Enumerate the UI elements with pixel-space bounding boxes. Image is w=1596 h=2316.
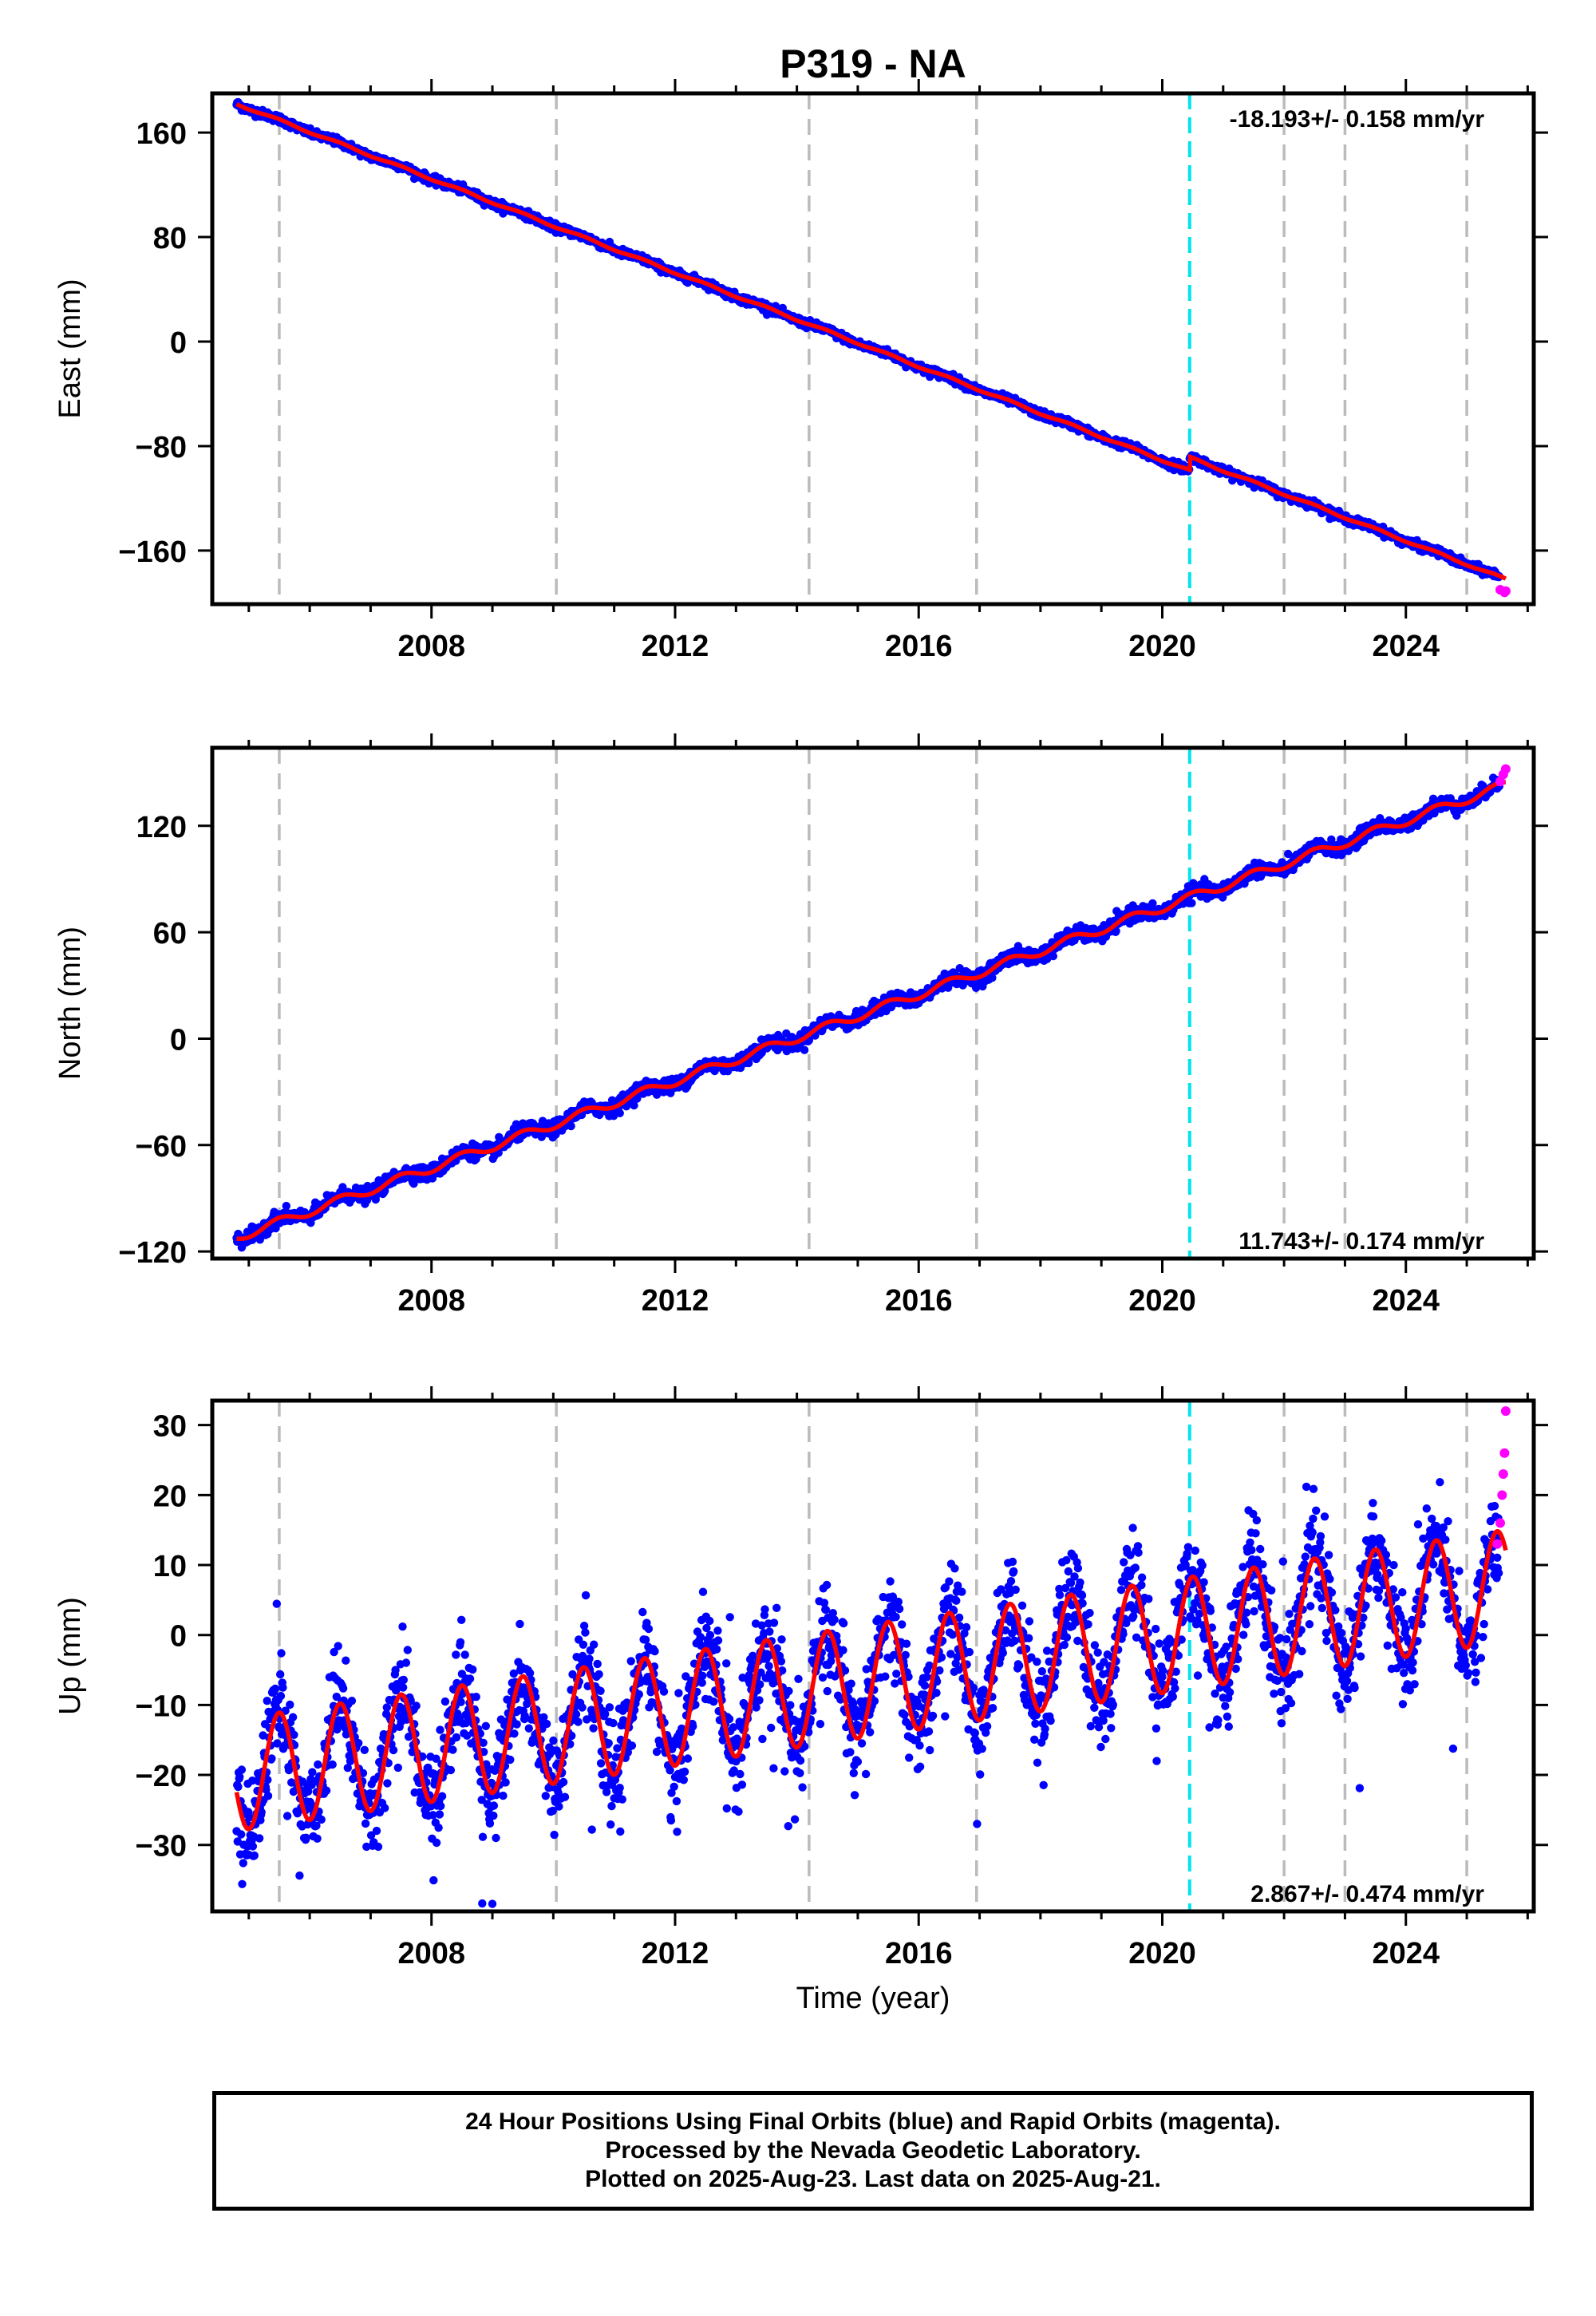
- figure-title: P319 - NA: [780, 41, 966, 86]
- y-tick-label: 0: [170, 326, 187, 360]
- x-tick-label: 2008: [397, 630, 465, 663]
- y-tick-label: −80: [136, 431, 187, 464]
- data-point: [1148, 899, 1157, 908]
- east-panel: 2008 2012 2016 2020 2024 160 80 0 −80 −160 East (m…: [53, 79, 1548, 663]
- data-point: [1049, 951, 1058, 961]
- y-tick-label: 160: [136, 117, 187, 151]
- y-axis-label: East (mm): [53, 279, 87, 418]
- data-point: [615, 1109, 624, 1118]
- rapid-orbit-point: [1500, 586, 1511, 596]
- x-tick-label: 2024: [1372, 630, 1440, 663]
- data-point: [800, 1045, 809, 1054]
- data-point: [567, 1121, 575, 1131]
- y-tick-label: 80: [153, 222, 187, 255]
- x-tick-label: 2020: [1128, 630, 1196, 663]
- final-orbit-points: [232, 97, 1504, 582]
- velocity-label: -18.193+/- 0.158 mm/yr: [1230, 106, 1485, 132]
- data-point: [1187, 899, 1196, 907]
- y-tick-label: −160: [118, 536, 187, 569]
- x-tick-label: 2016: [885, 630, 953, 663]
- x-tick-label: 2012: [642, 630, 709, 663]
